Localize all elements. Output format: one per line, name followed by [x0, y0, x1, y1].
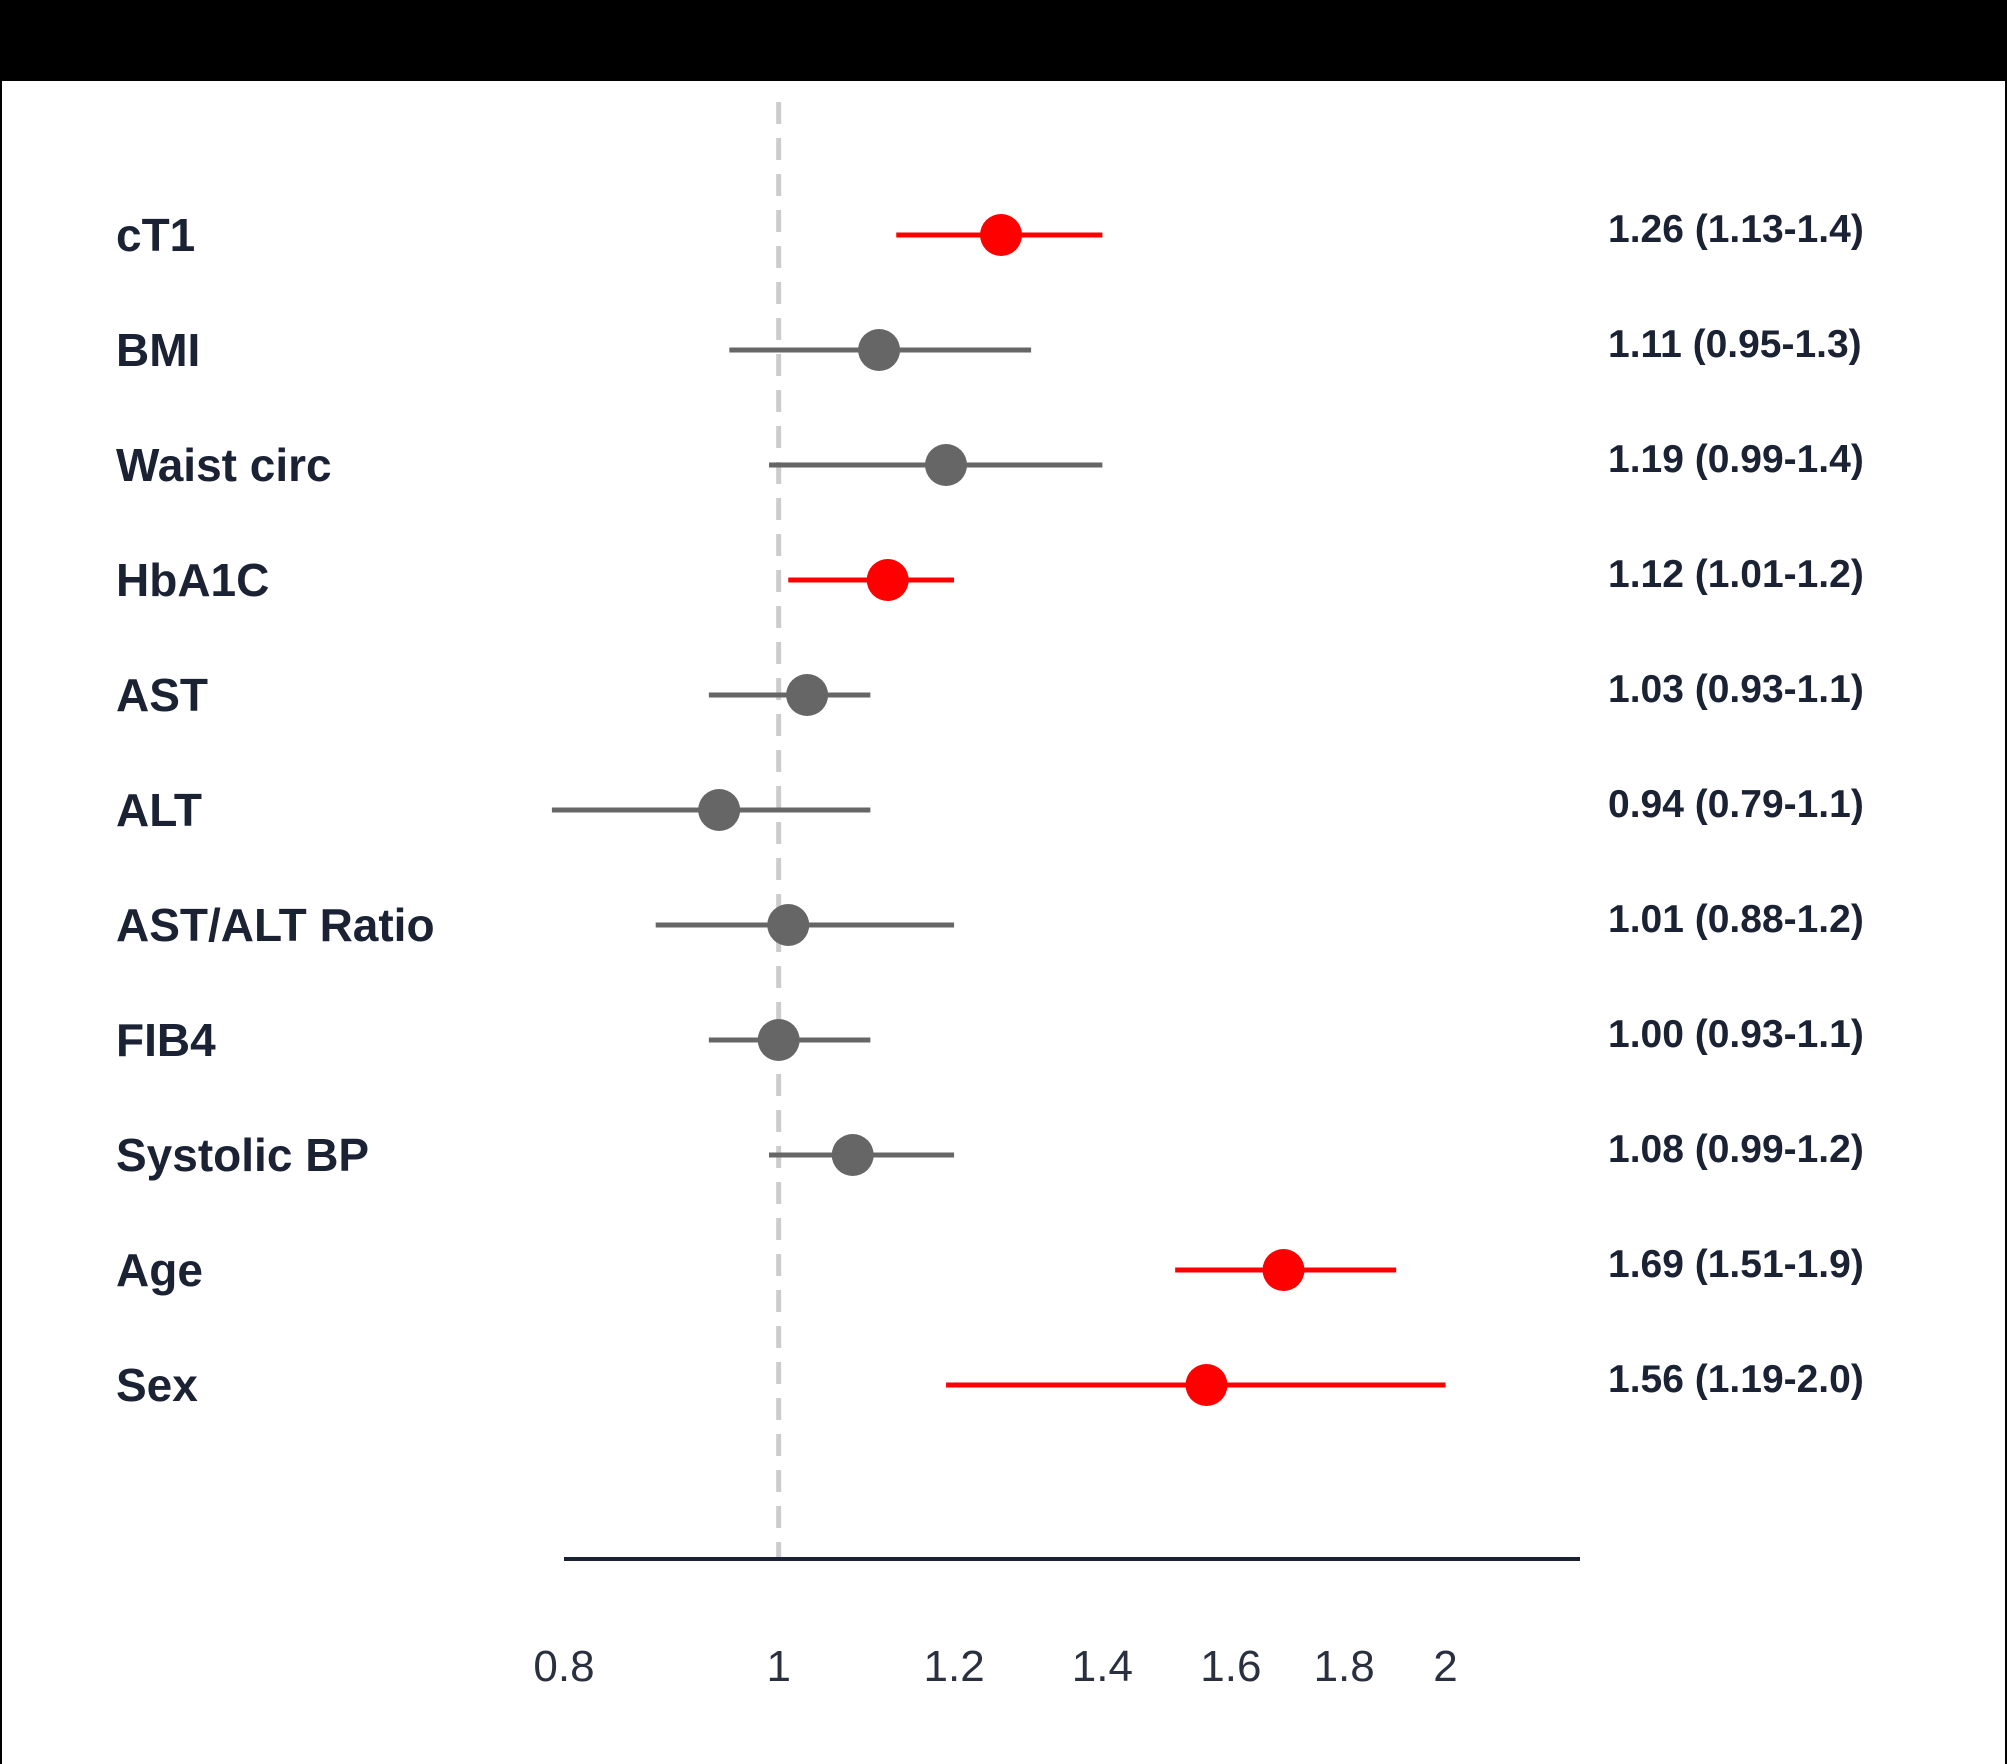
forest-row: BMI 1.11 (0.95-1.3) — [116, 323, 1862, 376]
row-label: Age — [116, 1244, 203, 1296]
x-tick-label: 0.8 — [533, 1642, 594, 1691]
x-tick-label: 1.2 — [924, 1642, 985, 1691]
forest-row: AST 1.03 (0.93-1.1) — [116, 668, 1864, 721]
row-label: cT1 — [116, 209, 195, 261]
forest-row: Sex 1.56 (1.19-2.0) — [116, 1358, 1864, 1411]
row-label: Waist circ — [116, 439, 332, 491]
forest-row: Waist circ 1.19 (0.99-1.4) — [116, 438, 1864, 491]
estimate-label: 1.11 (0.95-1.3) — [1608, 323, 1862, 366]
estimate-label: 1.12 (1.01-1.2) — [1608, 553, 1864, 596]
point-estimate — [925, 444, 968, 486]
point-estimate — [786, 674, 829, 716]
x-tick-label: 1.8 — [1314, 1642, 1375, 1691]
x-tick-label: 2 — [1433, 1642, 1457, 1691]
estimate-label: 1.56 (1.19-2.0) — [1608, 1358, 1864, 1401]
point-estimate — [757, 1019, 800, 1061]
estimate-label: 1.26 (1.13-1.4) — [1608, 208, 1864, 251]
point-estimate — [1185, 1364, 1228, 1406]
forest-row: HbA1C 1.12 (1.01-1.2) — [116, 553, 1864, 606]
row-label: HbA1C — [116, 554, 269, 606]
forest-row: Systolic BP 1.08 (0.99-1.2) — [116, 1128, 1864, 1181]
point-estimate — [858, 329, 901, 371]
estimate-label: 0.94 (0.79-1.1) — [1608, 783, 1864, 826]
forest-rows: cT1 1.26 (1.13-1.4) BMI 1.11 (0.95-1.3) Wais… — [116, 208, 1864, 1411]
estimate-label: 1.03 (0.93-1.1) — [1608, 668, 1864, 711]
forest-row: FIB4 1.00 (0.93-1.1) — [116, 1013, 1864, 1066]
estimate-label: 1.08 (0.99-1.2) — [1608, 1128, 1864, 1171]
estimate-label: 1.00 (0.93-1.1) — [1608, 1013, 1864, 1056]
plot-panel — [2, 81, 2005, 1764]
forest-row: cT1 1.26 (1.13-1.4) — [116, 208, 1864, 261]
row-label: Sex — [116, 1359, 198, 1411]
point-estimate — [866, 559, 909, 601]
point-estimate — [1262, 1249, 1305, 1291]
row-label: AST — [116, 669, 208, 721]
point-estimate — [831, 1134, 874, 1176]
estimate-label: 1.69 (1.51-1.9) — [1608, 1243, 1864, 1286]
forest-row: Age 1.69 (1.51-1.9) — [116, 1243, 1864, 1296]
row-label: ALT — [116, 784, 202, 836]
x-tick-label: 1 — [766, 1642, 790, 1691]
point-estimate — [698, 789, 741, 831]
point-estimate — [767, 904, 810, 946]
forest-row: AST/ALT Ratio 1.01 (0.88-1.2) — [116, 898, 1864, 951]
row-label: FIB4 — [116, 1014, 216, 1066]
row-label: AST/ALT Ratio — [116, 899, 435, 951]
row-label: Systolic BP — [116, 1129, 369, 1181]
x-tick-label: 1.4 — [1072, 1642, 1133, 1691]
forest-row: ALT 0.94 (0.79-1.1) — [116, 783, 1864, 836]
x-axis: 0.8 1 1.2 1.4 1.6 1.8 2 — [533, 1557, 1580, 1691]
point-estimate — [980, 214, 1023, 256]
estimate-label: 1.19 (0.99-1.4) — [1608, 438, 1864, 481]
estimate-label: 1.01 (0.88-1.2) — [1608, 898, 1864, 941]
row-label: BMI — [116, 324, 200, 376]
x-tick-label: 1.6 — [1200, 1642, 1261, 1691]
